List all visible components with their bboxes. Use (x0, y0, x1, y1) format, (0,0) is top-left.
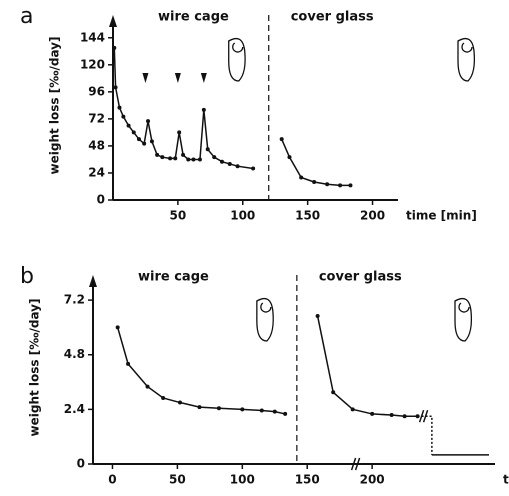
y-tick-label: 0 (97, 193, 105, 207)
x-tick-label: 200 (360, 473, 385, 487)
point (177, 400, 182, 405)
point (350, 407, 355, 412)
x-tick-label: 150 (295, 473, 320, 487)
series-line (316, 315, 418, 417)
y-tick-label: 144 (80, 30, 105, 44)
point (112, 45, 117, 50)
y-tick-label: 4.8 (64, 347, 85, 361)
x-tick-label: 100 (230, 473, 255, 487)
point (299, 175, 304, 180)
y-axis-label: weight loss [‰/day] (28, 299, 42, 437)
point (181, 152, 186, 157)
x-tick-label: 100 (230, 209, 255, 223)
point (348, 183, 353, 188)
point (251, 166, 256, 171)
point (240, 407, 245, 412)
x-tick-label: 50 (170, 209, 187, 223)
insect-icon (454, 297, 473, 342)
y-tick-label: 0 (77, 457, 85, 471)
point (142, 141, 147, 146)
y-axis-label: weight loss [‰/day] (48, 37, 62, 175)
series-line (113, 47, 254, 170)
y-axis-arrow (109, 15, 117, 27)
point (272, 409, 277, 414)
series-line (281, 138, 351, 187)
y-tick-label: 7.2 (64, 293, 85, 307)
panel-label: a (20, 4, 33, 29)
axis-break (418, 409, 429, 423)
point (168, 156, 173, 161)
point (259, 408, 264, 413)
point (197, 405, 202, 410)
annotation: cover glass (291, 10, 374, 25)
x-tick-label: 150 (295, 209, 320, 223)
point (145, 384, 150, 389)
arrow-marker (200, 73, 207, 83)
x-tick-label: 0 (108, 473, 116, 487)
point (136, 137, 141, 142)
point (389, 413, 394, 418)
arrow-marker (174, 73, 181, 83)
annotation: wire cage (138, 270, 209, 285)
point (155, 152, 160, 157)
point (131, 130, 136, 135)
point (325, 182, 330, 187)
point (216, 406, 221, 411)
y-tick-label: 96 (88, 84, 105, 98)
y-tick-label: 2.4 (64, 402, 85, 416)
point (235, 164, 240, 169)
point (126, 123, 131, 128)
insect-icon (256, 297, 274, 342)
point (205, 147, 210, 152)
point (201, 107, 206, 112)
point (283, 411, 288, 416)
arrow-marker (142, 73, 149, 83)
insect-icon (228, 37, 246, 82)
point (117, 105, 122, 110)
y-tick-label: 48 (88, 138, 105, 152)
point (197, 157, 202, 162)
point (121, 114, 126, 119)
x-axis-label: time [min] (503, 473, 509, 487)
point (115, 325, 120, 330)
point (287, 155, 292, 160)
point (160, 155, 165, 160)
point (149, 139, 154, 144)
point (177, 130, 182, 135)
y-axis-arrow (89, 275, 97, 287)
y-tick-label: 120 (80, 57, 105, 71)
point (370, 411, 375, 416)
point (146, 119, 151, 124)
point (402, 414, 407, 419)
point (212, 155, 217, 160)
point (191, 157, 196, 162)
point (227, 161, 232, 166)
point (220, 159, 225, 164)
point (161, 395, 166, 400)
point (113, 85, 118, 90)
annotation: wire cage (158, 10, 229, 25)
point (315, 314, 320, 319)
point (312, 179, 317, 184)
panel-label: b (20, 264, 34, 289)
y-tick-label: 24 (88, 165, 105, 179)
x-tick-label: 50 (169, 473, 186, 487)
x-tick-label: 200 (360, 209, 385, 223)
x-axis-label: time [min] (406, 209, 477, 223)
point (338, 183, 343, 188)
point (173, 156, 178, 161)
point (186, 157, 191, 162)
series-line (116, 327, 286, 415)
point (331, 390, 336, 395)
axis-break (350, 457, 361, 471)
insect-icon (457, 37, 476, 82)
annotation: cover glass (319, 270, 402, 285)
point (279, 137, 284, 142)
y-tick-label: 72 (88, 111, 105, 125)
point (126, 361, 131, 366)
